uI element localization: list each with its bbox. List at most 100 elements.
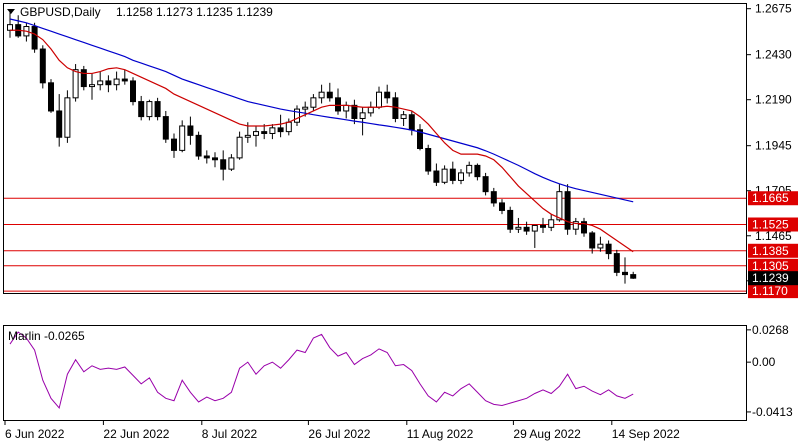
- candle-body: [499, 202, 505, 211]
- candle-body: [138, 101, 145, 118]
- candle-body: [564, 191, 571, 230]
- candle: [408, 110, 415, 136]
- candle-body: [523, 226, 530, 232]
- candle-body: [630, 274, 637, 279]
- candle-body: [466, 164, 473, 174]
- candle-body: [89, 84, 95, 88]
- candle-body: [310, 97, 317, 108]
- candle: [458, 169, 464, 185]
- candle: [417, 124, 423, 151]
- level-tag: [748, 217, 798, 232]
- candle-body: [581, 221, 587, 234]
- candle: [203, 150, 210, 164]
- candle-body: [376, 91, 382, 108]
- candle: [310, 94, 317, 111]
- candle-body: [72, 69, 79, 99]
- candle-body: [253, 131, 259, 136]
- candle: [187, 116, 194, 145]
- candle-body: [556, 191, 563, 221]
- price-tick-label: 1.2430: [755, 48, 792, 62]
- candle-body: [56, 110, 63, 138]
- candle-body: [285, 121, 292, 133]
- candle: [89, 73, 95, 100]
- candle-body: [195, 134, 202, 157]
- candle-body: [490, 191, 497, 204]
- level-tag-label: 1.1525: [752, 218, 789, 232]
- candle: [523, 221, 530, 235]
- candle-body: [343, 104, 350, 112]
- candle-body: [113, 78, 120, 86]
- candle-body: [228, 157, 235, 170]
- candle: [335, 88, 341, 115]
- time-tick-label: 6 Jun 2022: [5, 427, 65, 441]
- candle-body: [449, 168, 456, 181]
- candle: [56, 94, 63, 147]
- candle: [425, 144, 432, 175]
- time-tick-label: 22 Jun 2022: [103, 427, 169, 441]
- candle-body: [171, 138, 177, 151]
- candle: [449, 161, 456, 185]
- level-tag-label: 1.1170: [752, 284, 788, 298]
- marlin-line: [9, 331, 634, 410]
- candle-body: [277, 127, 284, 133]
- candle-body: [80, 69, 87, 88]
- level-tag: [748, 191, 798, 206]
- candle-body: [433, 170, 440, 183]
- candle: [622, 257, 628, 284]
- candle-body: [105, 80, 112, 86]
- candle-body: [597, 243, 604, 249]
- candle: [343, 101, 350, 119]
- candle: [277, 114, 284, 138]
- level-tag-label: 1.1385: [752, 244, 789, 258]
- symbol-label: GBPUSD,Daily: [20, 5, 101, 19]
- candle-body: [482, 176, 489, 193]
- candle: [540, 217, 546, 233]
- candle-body: [146, 101, 153, 118]
- candle: [572, 217, 579, 235]
- candle-body: [261, 131, 268, 134]
- level-tag-label: 1.1305: [752, 259, 789, 273]
- candle: [121, 69, 128, 85]
- candle: [515, 217, 522, 233]
- candle-body: [384, 91, 391, 99]
- candle: [64, 90, 71, 143]
- candle-body: [515, 226, 522, 230]
- candle-body: [220, 159, 227, 170]
- candle-body: [64, 97, 71, 138]
- candle: [507, 206, 514, 233]
- candle-body: [48, 82, 54, 112]
- candle: [253, 125, 259, 147]
- candle-body: [154, 101, 161, 118]
- level-tag: [748, 243, 798, 258]
- candle-series: [7, 10, 637, 284]
- dropdown-triangle-icon[interactable]: [7, 9, 15, 14]
- candle: [441, 165, 448, 185]
- panel-frames: [3, 3, 747, 421]
- candle: [564, 184, 571, 235]
- candle: [531, 224, 538, 248]
- candle: [556, 184, 563, 222]
- candle: [326, 82, 333, 102]
- marlin-indicator-panel: Marlin -0.0265: [8, 329, 634, 410]
- price-tick-label: 1.1945: [755, 139, 792, 153]
- candle: [400, 110, 407, 126]
- candle-body: [351, 104, 358, 119]
- candle-body: [212, 157, 218, 161]
- current-price-tag: [748, 271, 798, 286]
- candle-body: [179, 125, 186, 151]
- level-tag: [748, 258, 798, 273]
- marlin-title: Marlin -0.0265: [8, 329, 85, 343]
- candle-body: [441, 168, 448, 183]
- candle-body: [367, 106, 374, 114]
- candle-body: [326, 91, 333, 99]
- candle: [474, 163, 481, 181]
- candle-body: [39, 48, 46, 84]
- candle: [212, 152, 218, 168]
- candle-body: [474, 164, 481, 178]
- candle: [589, 231, 596, 254]
- marlin-tick-label: 0.0268: [752, 323, 789, 337]
- candle-body: [97, 80, 104, 86]
- candle: [130, 77, 136, 106]
- candle-body: [400, 114, 407, 119]
